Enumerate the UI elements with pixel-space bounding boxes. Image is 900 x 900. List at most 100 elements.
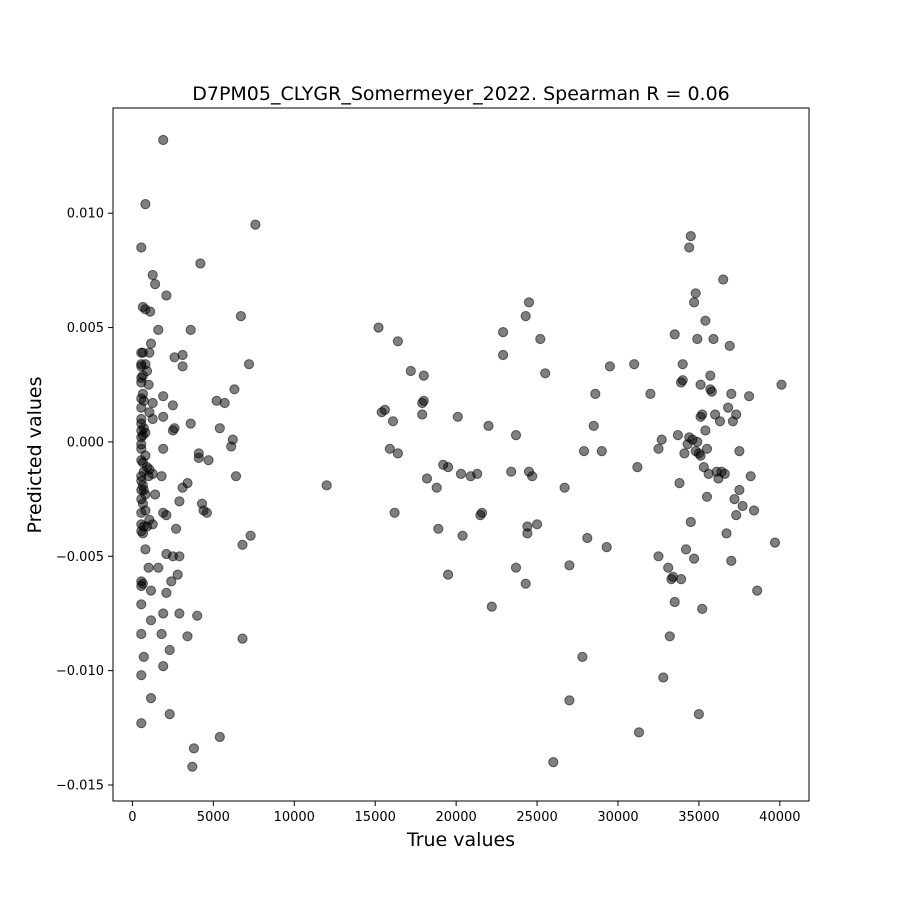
data-point	[138, 395, 149, 406]
x-tick-label: 30000	[597, 810, 638, 825]
data-point	[645, 388, 656, 399]
x-tick-label: 40000	[759, 810, 800, 825]
data-point	[158, 134, 169, 146]
data-point	[164, 644, 175, 656]
data-point	[140, 450, 151, 461]
data-point	[177, 361, 188, 372]
data-point	[158, 608, 169, 619]
data-point	[724, 340, 735, 351]
data-point	[522, 528, 533, 539]
data-point	[604, 361, 616, 372]
data-point	[219, 397, 230, 409]
data-point	[745, 471, 756, 482]
data-point	[685, 516, 696, 528]
data-point	[588, 420, 599, 431]
data-point	[677, 375, 688, 386]
data-point	[140, 199, 151, 210]
data-point	[140, 544, 151, 555]
data-point	[701, 443, 713, 454]
data-point	[698, 462, 709, 473]
data-point	[379, 404, 390, 415]
data-point	[145, 585, 157, 596]
data-point	[392, 336, 403, 347]
data-point	[564, 560, 575, 571]
data-point	[174, 608, 185, 619]
data-point	[653, 443, 664, 454]
data-point	[431, 482, 442, 493]
x-tick-label: 10000	[274, 810, 315, 825]
data-point	[421, 473, 433, 484]
data-point	[506, 466, 517, 477]
y-tick-label: −0.005	[56, 550, 104, 565]
plot-frame	[112, 107, 810, 802]
data-point	[161, 290, 172, 301]
data-point	[680, 544, 692, 555]
data-point	[145, 338, 157, 349]
data-point	[185, 418, 196, 429]
x-tick-label: 15000	[355, 810, 396, 825]
data-point	[147, 468, 158, 479]
data-point	[697, 603, 708, 615]
data-point	[476, 507, 488, 518]
x-tick-label: 35000	[678, 810, 719, 825]
data-point	[201, 507, 212, 518]
data-point	[147, 269, 158, 281]
data-point	[136, 628, 147, 640]
data-point	[243, 359, 255, 370]
data-point	[192, 610, 203, 621]
data-point	[418, 370, 429, 381]
data-point	[676, 574, 687, 585]
data-point	[632, 462, 643, 473]
data-point	[156, 471, 167, 482]
data-point	[433, 523, 444, 534]
data-point	[182, 631, 193, 642]
data-point	[143, 562, 154, 573]
data-point	[706, 386, 718, 397]
data-point	[147, 519, 158, 530]
data-point	[669, 596, 680, 608]
data-point	[187, 761, 198, 772]
data-point	[229, 384, 240, 395]
data-point	[237, 539, 248, 550]
data-point	[373, 322, 384, 333]
data-point	[214, 423, 225, 434]
data-point	[405, 365, 416, 377]
data-point	[250, 219, 261, 230]
x-tick-label: 0	[128, 810, 136, 825]
data-point	[564, 695, 575, 706]
data-point	[658, 672, 669, 683]
data-point	[510, 562, 522, 573]
data-point	[718, 274, 729, 285]
data-point	[156, 628, 167, 640]
data-point	[136, 599, 147, 610]
data-point	[169, 423, 180, 434]
data-point	[689, 553, 700, 564]
data-point	[731, 409, 742, 420]
y-axis-label: Predicted values	[24, 376, 46, 533]
data-point	[182, 478, 193, 489]
data-point	[138, 651, 149, 663]
data-point	[418, 395, 429, 406]
data-point	[230, 471, 242, 482]
data-point	[136, 242, 147, 253]
data-point	[237, 633, 248, 644]
data-point	[705, 370, 716, 381]
data-point	[523, 297, 535, 308]
x-axis-label: True values	[406, 829, 515, 851]
data-point	[203, 455, 214, 466]
data-point	[601, 542, 612, 553]
x-axis-ticks: 0 5000 10000 15000 20000 25000 30000 35000 40000	[128, 801, 801, 825]
data-point	[161, 509, 172, 521]
data-point	[145, 615, 157, 626]
data-point	[245, 530, 256, 541]
data-point	[748, 505, 760, 516]
data-point	[532, 519, 543, 530]
data-point	[150, 279, 161, 290]
data-point	[389, 507, 400, 518]
data-point	[498, 349, 509, 361]
data-point	[140, 427, 151, 438]
chart-title: D7PM05_CLYGR_Somermeyer_2022. Spearman R…	[192, 83, 730, 105]
data-point	[744, 391, 755, 402]
data-point	[653, 551, 664, 562]
